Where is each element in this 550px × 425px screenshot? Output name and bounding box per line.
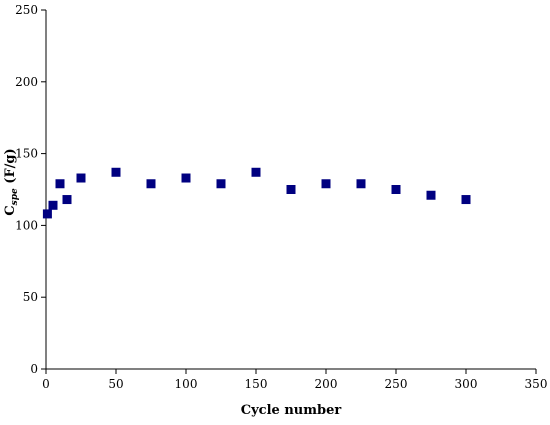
data-point [391, 185, 401, 194]
data-point [286, 185, 296, 194]
data-point [321, 179, 331, 189]
data-points [42, 167, 471, 219]
data-point [216, 179, 226, 189]
x-axis: 0 50 100 150 200 250 300 350 [42, 368, 548, 391]
x-tick-label: 150 [245, 377, 268, 391]
data-point [251, 167, 261, 177]
x-tick-label: 250 [385, 377, 408, 391]
data-point [111, 167, 121, 177]
y-tick-label: 100 [15, 218, 38, 232]
data-point [42, 209, 52, 219]
data-point [461, 195, 471, 205]
data-point [356, 179, 366, 189]
y-axis-title: Cspe (F/g) [3, 148, 20, 215]
x-tick-label: 50 [108, 377, 123, 391]
data-point [181, 173, 191, 183]
data-point [76, 173, 86, 183]
y-tick-label: 200 [15, 75, 38, 89]
data-point [62, 195, 72, 205]
y-axis-title-subscript: spe [10, 188, 20, 205]
y-tick-label: 0 [30, 362, 38, 376]
x-tick-label: 200 [315, 377, 338, 391]
data-point [426, 190, 436, 200]
data-point [55, 179, 65, 189]
data-point [48, 200, 58, 210]
y-axis-title-main: C [3, 205, 18, 215]
x-axis-title: Cycle number [241, 403, 342, 418]
x-tick-label: 100 [175, 377, 198, 391]
y-tick-label: 50 [23, 290, 38, 304]
y-axis-title-unit: (F/g) [3, 148, 18, 188]
y-axis: 0 50 100 150 200 250 [15, 3, 47, 376]
y-tick-label: 250 [15, 3, 38, 17]
x-tick-label: 300 [455, 377, 478, 391]
y-tick-label: 150 [15, 147, 38, 161]
x-tick-label: 0 [42, 377, 50, 391]
data-point [146, 179, 156, 189]
x-tick-label: 350 [525, 377, 548, 391]
